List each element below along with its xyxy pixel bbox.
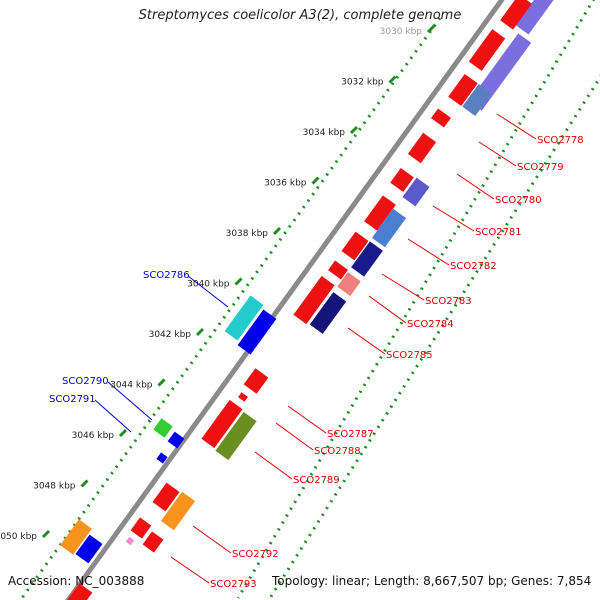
scale-tick-label-3032: 3032 kbp: [341, 78, 384, 88]
gene-label: SCO2784: [407, 319, 454, 330]
gene-label: SCO2779: [517, 162, 564, 173]
gene-feature: [390, 168, 414, 192]
scale-tick-3036: [311, 176, 320, 185]
gene-labels: SCO2778 SCO2779 SCO2780 SCO2781 SCO2782 …: [49, 135, 584, 590]
gene-feature: [130, 517, 152, 539]
gene-label: SCO2792: [232, 549, 279, 560]
scale-tick-3040: [234, 277, 243, 286]
scale-tick-label-3042: 3042 kbp: [149, 330, 192, 340]
gene-feature: [224, 295, 264, 341]
scale-tick-label-3048: 3048 kbp: [33, 482, 76, 492]
length-label: Length:: [373, 574, 420, 588]
gene-label: SCO2785: [386, 350, 433, 361]
gene-feature: [468, 29, 506, 71]
gene-feature: [167, 431, 185, 449]
gene-feature: [125, 536, 135, 546]
gene-feature: [201, 399, 243, 449]
gene-feature: [215, 411, 257, 461]
scale-tick-3050: [41, 529, 51, 539]
gene-feature: [243, 368, 269, 394]
scale-tick-3032: [388, 75, 397, 84]
gene-feature: [75, 534, 103, 564]
dotted-line-mid: [236, 0, 595, 599]
scale-tick-label-3038: 3038 kbp: [226, 229, 269, 239]
gene-feature: [341, 231, 369, 261]
gene-label: SCO2781: [475, 227, 522, 238]
gene-feature: [364, 195, 396, 231]
genes-value: 7,854: [556, 574, 592, 588]
genome-backbone: [65, 0, 505, 600]
topology-value: linear: [331, 574, 366, 588]
label-leader-lines: [94, 113, 537, 584]
gene-label: SCO2793: [210, 579, 257, 590]
topology-label: Topology:: [272, 574, 329, 588]
gene-feature: [462, 83, 492, 117]
gene-feature: [337, 272, 361, 296]
gene-feature: [402, 177, 430, 207]
scale-tick-3038: [272, 226, 282, 236]
gene-feature: [293, 275, 335, 325]
scale-tick-label-3044: 3044 kbp: [110, 381, 153, 391]
gene-feature: [328, 260, 348, 280]
gene-features: [60, 0, 555, 600]
gene-feature: [156, 452, 168, 464]
gene-label: SCO2786: [143, 270, 190, 281]
gene-feature: [351, 241, 383, 277]
scale-tick-label-3040: 3040 kbp: [187, 280, 230, 290]
gene-feature: [142, 531, 164, 553]
accession-value: NC_003888: [75, 574, 145, 588]
accession-info: Accession: NC_003888: [8, 574, 144, 588]
gene-label: SCO2788: [314, 446, 361, 457]
gene-feature: [431, 108, 451, 128]
gene-feature: [371, 208, 407, 248]
gene-label: SCO2780: [495, 195, 542, 206]
gene-label: SCO2787: [327, 429, 374, 440]
scale-tick-label-3050: 3050 kbp: [0, 532, 37, 542]
gene-feature: [160, 491, 196, 531]
length-value: 8,667,507 bp: [423, 574, 504, 588]
gene-feature: [407, 132, 437, 164]
gene-feature: [152, 482, 180, 512]
gene-feature: [67, 583, 93, 600]
genes-label: Genes:: [511, 574, 554, 588]
scale-ticks: 3030 kbp 3032 kbp 3034 kbp 3036 kbp 3038 kbp…: [0, 24, 436, 542]
scale-tick-label-3046: 3046 kbp: [72, 431, 115, 441]
gene-feature: [515, 0, 555, 35]
scale-tick-label-3030: 3030 kbp: [380, 27, 423, 37]
gene-label: SCO2782: [450, 261, 497, 272]
gene-feature: [309, 292, 347, 334]
gene-feature: [500, 0, 532, 30]
scale-tick-3042: [195, 327, 205, 337]
dotted-line-far-left: [20, 17, 442, 599]
gene-feature: [153, 418, 173, 438]
genome-title: Streptomyces coelicolor A3(2), complete …: [138, 8, 462, 23]
scale-tick-3044: [157, 378, 166, 387]
gene-label: SCO2783: [425, 296, 472, 307]
gene-feature: [448, 73, 478, 107]
accession-label: Accession:: [8, 574, 72, 588]
dotted-line-right: [268, 74, 600, 599]
scale-tick-3046: [118, 428, 128, 438]
gene-label: SCO2791: [49, 394, 96, 405]
scale-tick-label-3034: 3034 kbp: [303, 128, 346, 138]
gene-label: SCO2778: [537, 135, 584, 146]
scale-tick-3048: [80, 479, 89, 488]
gene-label: SCO2789: [293, 475, 340, 486]
scale-tick-3030: [426, 24, 436, 34]
scale-tick-3034: [349, 125, 359, 135]
scale-tick-label-3036: 3036 kbp: [264, 179, 307, 189]
gene-feature: [237, 309, 277, 355]
gene-feature: [238, 392, 248, 402]
gene-feature: [60, 519, 92, 555]
genome-summary: Topology: linear; Length: 8,667,507 bp; …: [272, 574, 592, 588]
gene-label: SCO2790: [62, 376, 109, 387]
